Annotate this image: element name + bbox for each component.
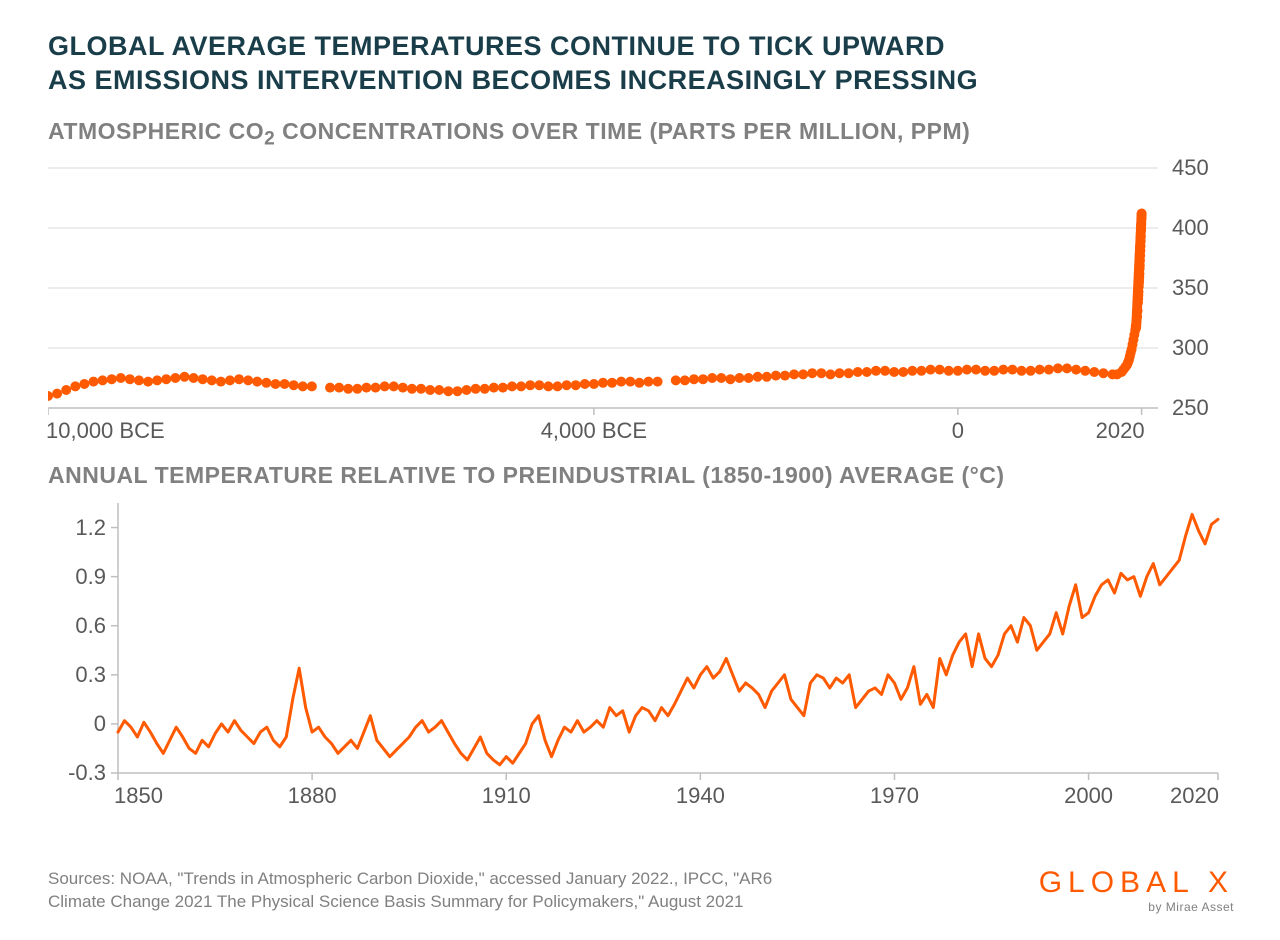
temp-svg (48, 497, 1238, 809)
temp-xtick-label: 2020 (1170, 783, 1219, 809)
temp-xtick-label: 1880 (288, 783, 337, 809)
co2-ytick-label: 300 (1172, 335, 1209, 361)
title-line-2: AS EMISSIONS INTERVENTION BECOMES INCREA… (48, 65, 978, 95)
co2-xtick-label: 10,000 BCE (46, 418, 165, 444)
temp-xtick-label: 2000 (1064, 783, 1113, 809)
co2-xtick-label: 4,000 BCE (541, 418, 647, 444)
temp-chart-title: ANNUAL TEMPERATURE RELATIVE TO PREINDUST… (48, 462, 1240, 489)
temp-ytick-label: -0.3 (68, 760, 106, 786)
co2-chart-area: 250 300 350 400 450 10,000 BCE 4,000 BCE 0 2020 (48, 158, 1228, 444)
co2-title-sub: 2 (264, 128, 275, 149)
temp-xtick-label: 1970 (870, 783, 919, 809)
co2-ytick-label: 400 (1172, 215, 1209, 241)
logo-main-text: GLOBAL X (1039, 868, 1234, 898)
co2-ytick-label: 250 (1172, 395, 1209, 421)
temp-ytick-label: 0.9 (75, 564, 106, 590)
brand-logo: GLOBAL X by Mirae Asset (1039, 868, 1234, 914)
temp-xtick-label: 1850 (114, 783, 163, 809)
co2-title-prefix: ATMOSPHERIC CO (48, 118, 264, 144)
co2-xtick-label: 0 (952, 418, 964, 444)
sources-text: Sources: NOAA, "Trends in Atmospheric Ca… (48, 868, 808, 914)
co2-ytick-label: 450 (1172, 155, 1209, 181)
co2-chart-title: ATMOSPHERIC CO2 CONCENTRATIONS OVER TIME… (48, 118, 1240, 151)
title-line-1: GLOBAL AVERAGE TEMPERATURES CONTINUE TO … (48, 31, 945, 61)
co2-chart-block: ATMOSPHERIC CO2 CONCENTRATIONS OVER TIME… (48, 118, 1240, 445)
logo-sub-text: by Mirae Asset (1039, 900, 1234, 914)
co2-title-suffix: CONCENTRATIONS OVER TIME (PARTS PER MILL… (275, 118, 970, 144)
co2-ytick-label: 350 (1172, 275, 1209, 301)
main-title: GLOBAL AVERAGE TEMPERATURES CONTINUE TO … (48, 30, 1240, 98)
temp-chart-area: -0.3 0 0.3 0.6 0.9 1.2 1850 1880 1910 1940 1970 200… (48, 497, 1238, 809)
co2-xtick-label: 2020 (1096, 418, 1145, 444)
temp-ytick-label: 0 (94, 711, 106, 737)
temp-ytick-label: 0.3 (75, 662, 106, 688)
temp-xtick-label: 1910 (482, 783, 531, 809)
temp-xtick-label: 1940 (676, 783, 725, 809)
page-root: GLOBAL AVERAGE TEMPERATURES CONTINUE TO … (0, 0, 1280, 940)
temp-chart-block: ANNUAL TEMPERATURE RELATIVE TO PREINDUST… (48, 462, 1240, 809)
temp-ytick-label: 0.6 (75, 613, 106, 639)
co2-svg (48, 158, 1228, 444)
temp-ytick-label: 1.2 (75, 515, 106, 541)
